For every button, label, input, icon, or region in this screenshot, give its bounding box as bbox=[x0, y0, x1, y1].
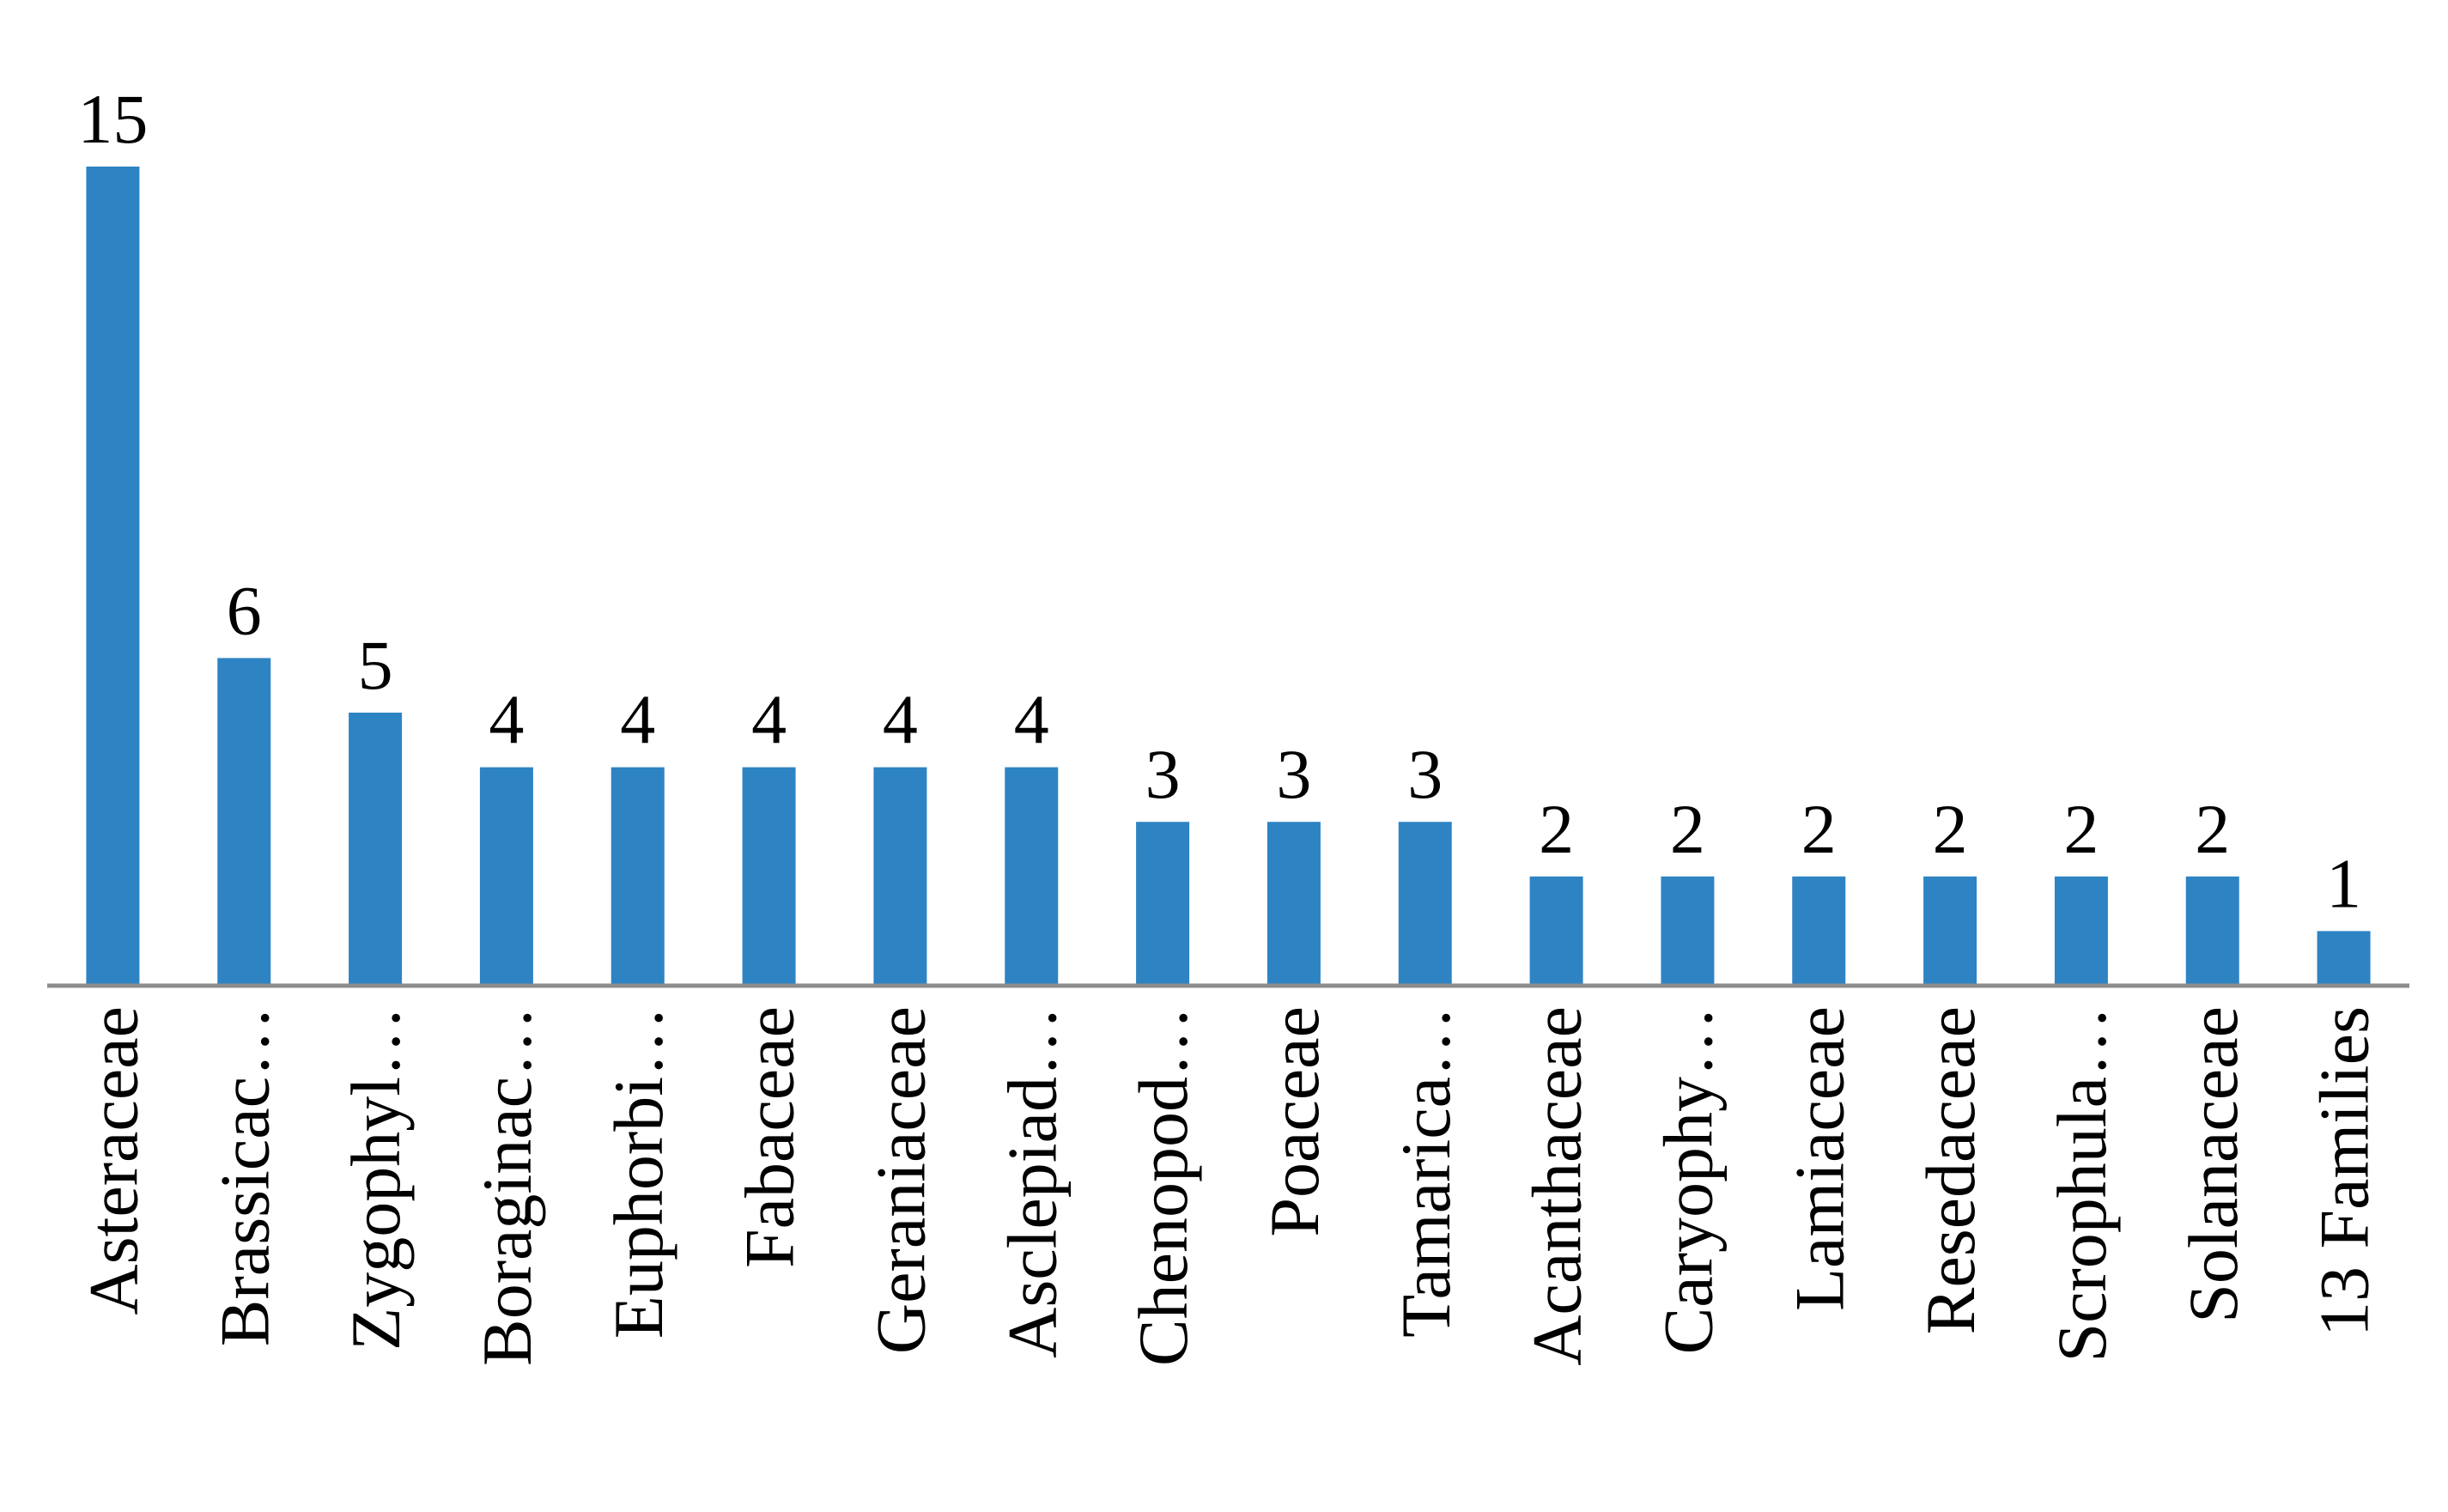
x-tick-label: Brassicac… bbox=[205, 1006, 283, 1346]
bar bbox=[742, 767, 796, 986]
value-label: 2 bbox=[2195, 790, 2230, 868]
x-tick-label: Lamiaceae bbox=[1780, 1006, 1858, 1311]
x-tick-label: Resedaceae bbox=[1911, 1006, 1989, 1334]
x-tick-label: Solanaceae bbox=[2174, 1006, 2252, 1323]
bar bbox=[1005, 767, 1059, 986]
bar bbox=[1661, 876, 1715, 986]
bar bbox=[2185, 876, 2239, 986]
bar bbox=[610, 767, 665, 986]
x-tick-label: Boraginac… bbox=[468, 1006, 546, 1366]
bar bbox=[349, 713, 403, 986]
bar bbox=[1136, 822, 1190, 986]
x-tick-label: Euphorbi… bbox=[599, 1006, 677, 1339]
bar bbox=[2054, 876, 2108, 986]
x-tick-label: Asclepiad… bbox=[993, 1006, 1071, 1358]
x-tick-label: Fabaceae bbox=[731, 1006, 809, 1268]
value-label: 2 bbox=[1801, 790, 1837, 868]
value-label: 5 bbox=[358, 626, 393, 704]
bar bbox=[1792, 876, 1846, 986]
bar bbox=[479, 767, 533, 986]
value-label: 4 bbox=[620, 681, 655, 759]
value-label: 2 bbox=[2063, 790, 2099, 868]
bar bbox=[217, 658, 271, 986]
bar bbox=[873, 767, 927, 986]
bar bbox=[1923, 876, 1977, 986]
value-label: 2 bbox=[1670, 790, 1705, 868]
x-tick-label: Acanthaceae bbox=[1518, 1006, 1596, 1366]
bar bbox=[1398, 822, 1452, 986]
value-label: 1 bbox=[2326, 844, 2361, 922]
x-tick-label: Asteraceae bbox=[74, 1006, 152, 1315]
x-tick-label: 13 Families bbox=[2305, 1006, 2384, 1337]
value-label: 3 bbox=[1145, 735, 1181, 813]
value-label: 15 bbox=[77, 80, 148, 158]
value-label: 3 bbox=[1276, 735, 1311, 813]
value-label: 4 bbox=[1014, 681, 1049, 759]
bar bbox=[1529, 876, 1583, 986]
bar bbox=[2317, 931, 2371, 986]
value-label: 2 bbox=[1539, 790, 1574, 868]
bar bbox=[1267, 822, 1321, 986]
value-label: 3 bbox=[1407, 735, 1443, 813]
x-tick-label: Chenopod… bbox=[1124, 1006, 1202, 1366]
value-label: 4 bbox=[489, 681, 524, 759]
bar bbox=[86, 167, 140, 986]
x-tick-label: Caryophy… bbox=[1649, 1006, 1727, 1354]
x-tick-label: Poaceae bbox=[1255, 1006, 1333, 1237]
x-tick-label: Tamarica… bbox=[1387, 1006, 1465, 1338]
value-label: 2 bbox=[1933, 790, 1968, 868]
x-tick-label: Scrophula… bbox=[2043, 1006, 2121, 1362]
x-tick-label: Zygophyl… bbox=[337, 1006, 415, 1351]
value-label: 6 bbox=[227, 571, 262, 649]
x-tick-label: Geraniaceae bbox=[861, 1006, 939, 1354]
value-label: 4 bbox=[751, 681, 787, 759]
value-label: 4 bbox=[883, 681, 918, 759]
